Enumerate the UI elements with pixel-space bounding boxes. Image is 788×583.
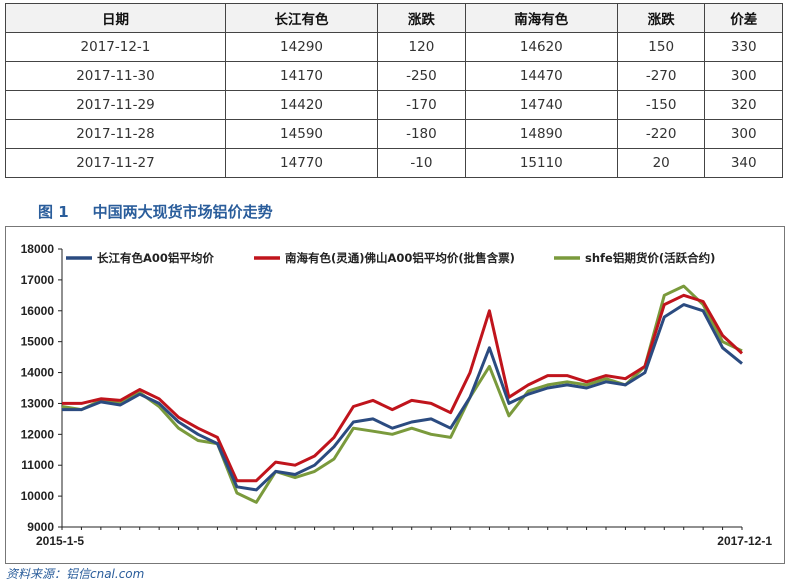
header-change-2: 涨跌 <box>616 3 706 33</box>
plot-series <box>61 284 744 504</box>
legend-label-2: shfe铝期货价(活跃合约) <box>585 251 715 265</box>
table-row: 2017-11-28 14590 -180 14890 -220 300 <box>5 119 783 149</box>
legend-label-0: 长江有色A00铝平均价 <box>97 251 214 265</box>
table-row: 2017-12-1 14290 120 14620 150 330 <box>5 32 783 62</box>
x-start-label: 2015-1-5 <box>36 534 84 548</box>
cell-date: 2017-11-28 <box>5 119 226 149</box>
table-row: 2017-11-29 14420 -170 14740 -150 320 <box>5 90 783 120</box>
legend-label-1: 南海有色(灵通)佛山A00铝平均价(批售含票) <box>285 251 515 265</box>
cell-change-2: -270 <box>616 61 706 91</box>
x-end-label: 2017-12-1 <box>717 534 772 548</box>
cell-spread: 330 <box>704 32 783 62</box>
header-spread: 价差 <box>704 3 783 33</box>
source-note: 资料来源：铝信cnal.com <box>6 567 145 581</box>
chart-legend: 长江有色A00铝平均价 南海有色(灵通)佛山A00铝平均价(批售含票) shfe铝期… <box>66 251 715 265</box>
table-header-row: 日期 长江有色 涨跌 南海有色 涨跌 价差 <box>5 3 783 33</box>
cell-changjiang: 14290 <box>224 32 379 62</box>
cell-change-1: 120 <box>377 32 466 62</box>
y-tick-label: 13000 <box>21 396 55 410</box>
y-tick-label: 17000 <box>21 273 55 287</box>
cell-change-2: 150 <box>616 32 706 62</box>
table-row: 2017-11-30 14170 -250 14470 -270 300 <box>5 61 783 91</box>
figure-number: 图 1 <box>38 203 69 221</box>
cell-change-2: -150 <box>616 90 706 120</box>
chart-frame: 9000 10000 11000 12000 13000 14000 15000 16000 1… <box>5 226 785 564</box>
header-change-1: 涨跌 <box>377 3 466 33</box>
cell-date: 2017-11-30 <box>5 61 226 91</box>
cell-date: 2017-12-1 <box>5 32 226 62</box>
figure-caption: 中国两大现货市场铝价走势 <box>92 203 273 221</box>
cell-change-1: -10 <box>377 148 466 178</box>
table-row: 2017-11-27 14770 -10 15110 20 340 <box>5 148 783 178</box>
cell-changjiang: 14170 <box>224 61 379 91</box>
cell-spread: 300 <box>704 61 783 91</box>
series-line-1 <box>62 293 744 483</box>
cell-nanhai: 15110 <box>464 148 618 178</box>
y-tick-label: 12000 <box>21 427 55 441</box>
plot-axes: 9000 10000 11000 12000 13000 14000 15000 16000 1… <box>21 242 773 548</box>
cell-change-2: 20 <box>616 148 706 178</box>
cell-changjiang: 14420 <box>224 90 379 120</box>
cell-date: 2017-11-29 <box>5 90 226 120</box>
header-date: 日期 <box>5 3 226 33</box>
cell-nanhai: 14890 <box>464 119 618 149</box>
y-tick-label: 10000 <box>21 489 55 503</box>
cell-spread: 340 <box>704 148 783 178</box>
price-line-chart: 9000 10000 11000 12000 13000 14000 15000 16000 1… <box>21 242 773 548</box>
price-table: 日期 长江有色 涨跌 南海有色 涨跌 价差 2017-12-1 14290 12… <box>5 3 783 178</box>
cell-nanhai: 14470 <box>464 61 618 91</box>
series-line-0 <box>62 303 743 492</box>
y-tick-label: 11000 <box>21 458 54 472</box>
cell-spread: 320 <box>704 90 783 120</box>
cell-change-1: -170 <box>377 90 466 120</box>
cell-date: 2017-11-27 <box>5 148 226 178</box>
cell-nanhai: 14740 <box>464 90 618 120</box>
header-changjiang: 长江有色 <box>224 3 379 33</box>
cell-changjiang: 14770 <box>224 148 379 178</box>
cell-change-1: -250 <box>377 61 466 91</box>
y-tick-label: 14000 <box>21 366 55 380</box>
figure-title: 图 1 中国两大现货市场铝价走势 <box>38 201 273 222</box>
y-tick-label: 9000 <box>27 520 54 534</box>
y-tick-label: 18000 <box>21 242 55 256</box>
cell-change-1: -180 <box>377 119 466 149</box>
cell-nanhai: 14620 <box>464 32 618 62</box>
header-nanhai: 南海有色 <box>464 3 618 33</box>
cell-change-2: -220 <box>616 119 706 149</box>
series-line-2 <box>61 284 743 504</box>
y-tick-label: 16000 <box>21 304 55 318</box>
y-tick-label: 15000 <box>21 335 55 349</box>
cell-changjiang: 14590 <box>224 119 379 149</box>
cell-spread: 300 <box>704 119 783 149</box>
